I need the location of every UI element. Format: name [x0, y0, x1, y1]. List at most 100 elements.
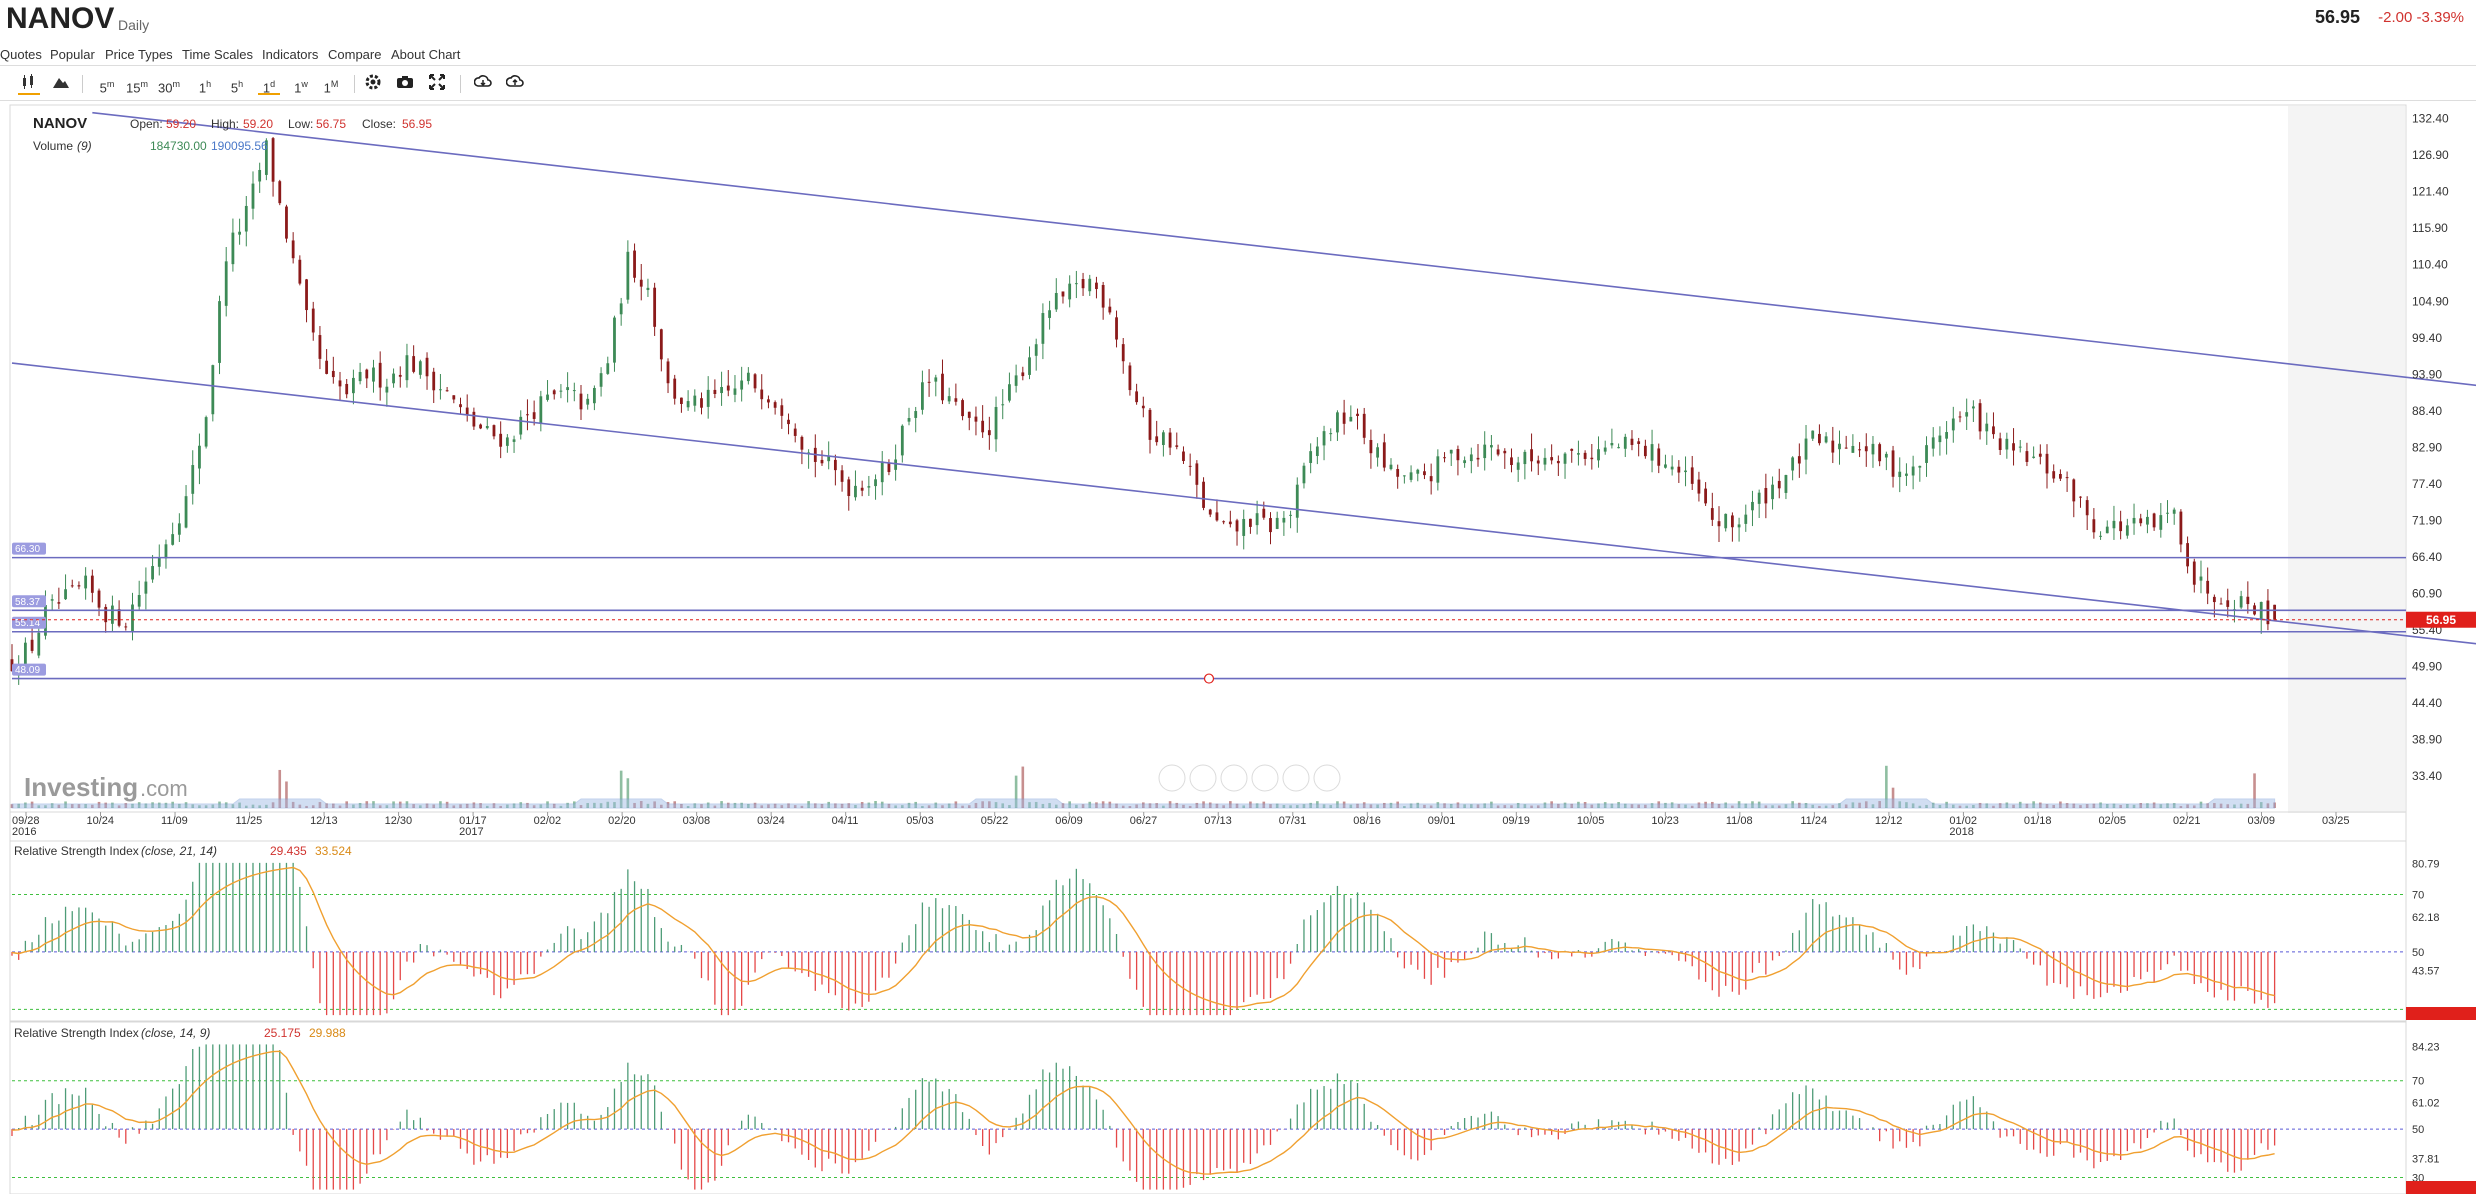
rsi-tick-label: 84.23 — [2412, 1041, 2440, 1053]
volume-bar — [1757, 801, 1761, 808]
volume-bar — [2139, 803, 2143, 808]
candle-body — [646, 287, 650, 291]
interval-5h-button[interactable]: 5h — [226, 73, 248, 95]
volume-bar — [318, 802, 322, 808]
candle-body — [1771, 484, 1774, 500]
mountain-icon[interactable] — [50, 73, 72, 95]
candle-body — [2092, 519, 2096, 533]
volume-bar — [1583, 802, 1587, 808]
price-tick-label: 77.40 — [2412, 477, 2442, 491]
interval-15m-button[interactable]: 15m — [126, 73, 148, 95]
candle-body — [2085, 500, 2089, 516]
candle-body — [2186, 543, 2189, 567]
candle-body — [164, 544, 168, 559]
candle-body — [2226, 600, 2230, 607]
interval-30m-button[interactable]: 30m — [158, 73, 180, 95]
rsi-value-tag — [2406, 1181, 2476, 1194]
volume-bar — [827, 801, 830, 808]
candle-body — [264, 140, 268, 175]
volume-bar — [1476, 804, 1480, 808]
chart-nav-controls — [1158, 764, 1341, 792]
volume-bar — [720, 801, 723, 808]
candle-body — [1295, 484, 1299, 518]
menu-indicators[interactable]: Indicators — [262, 47, 319, 62]
price-tick-label: 132.40 — [2412, 112, 2449, 126]
candle-body — [1717, 521, 1721, 527]
nav-end-button[interactable] — [1282, 764, 1310, 792]
volume-bar — [1657, 801, 1661, 808]
volume-bar — [218, 801, 221, 808]
volume-bar — [1155, 803, 1158, 808]
candle-body — [1081, 279, 1085, 289]
candle-body — [1362, 413, 1366, 438]
menu-popular[interactable]: Popular — [50, 47, 95, 62]
fullscreen-icon[interactable] — [426, 73, 448, 95]
interval-1d-button[interactable]: 1d — [258, 73, 280, 95]
volume-bar — [10, 804, 14, 808]
interval-1M-button[interactable]: 1M — [320, 73, 342, 95]
candle-body — [1797, 456, 1801, 464]
candle-body — [1202, 481, 1205, 508]
candle-body — [2159, 515, 2163, 530]
candle-body — [171, 534, 175, 545]
nav-zoom-reset-button[interactable] — [1220, 764, 1248, 792]
candle-body — [1429, 476, 1433, 482]
volume-bar — [907, 802, 911, 808]
volume-bar — [244, 805, 248, 808]
gear-icon[interactable] — [362, 73, 384, 95]
volume-bar — [747, 803, 750, 808]
candle-body — [606, 363, 610, 374]
menu-compare[interactable]: Compare — [328, 47, 382, 62]
candle-body — [124, 626, 128, 628]
candle-body — [860, 487, 864, 491]
candle-body — [1670, 466, 1674, 470]
nav-right-button[interactable] — [1313, 764, 1341, 792]
volume-bar — [117, 805, 121, 808]
interval-1w-button[interactable]: 1w — [290, 73, 312, 95]
candle-body — [1315, 446, 1319, 456]
volume-bar — [1409, 803, 1413, 808]
volume-bar — [231, 804, 235, 808]
volume-bar — [1449, 803, 1453, 808]
upload-cloud-icon[interactable] — [504, 73, 526, 95]
nav-left-button[interactable] — [1158, 764, 1186, 792]
candle-body — [2099, 535, 2102, 537]
menu-about-chart[interactable]: About Chart — [391, 47, 461, 62]
candle-body — [224, 261, 228, 306]
volume-bar — [787, 803, 790, 808]
volume-bar — [921, 805, 924, 808]
price-tick-label: 49.90 — [2412, 660, 2442, 674]
volume-bar — [1222, 805, 1225, 808]
candle-body — [1704, 488, 1708, 504]
time-tick-label: 01/18 — [2024, 815, 2052, 827]
candle-body — [1382, 442, 1386, 468]
candle-body — [2025, 451, 2029, 462]
candle-body — [1583, 452, 1587, 459]
candle-body — [847, 479, 851, 497]
candle-body — [2132, 517, 2136, 524]
volume-bar — [1650, 803, 1654, 808]
candle-body — [392, 373, 395, 384]
candle-body — [358, 371, 362, 382]
candle-body — [1041, 313, 1045, 344]
candle-body — [1536, 460, 1540, 464]
download-cloud-icon[interactable] — [472, 73, 494, 95]
interval-5m-button[interactable]: 5m — [96, 73, 118, 95]
menu-quotes[interactable]: Quotes — [0, 47, 42, 62]
nav-zoom-in-button[interactable] — [1251, 764, 1279, 792]
nav-zoom-out-button[interactable] — [1189, 764, 1217, 792]
interval-1h-button[interactable]: 1h — [194, 73, 216, 95]
candle-body — [693, 395, 697, 406]
menu-price-types[interactable]: Price Types — [105, 47, 173, 62]
candle-body — [1289, 514, 1292, 516]
menu-time-scales[interactable]: Time Scales — [182, 47, 254, 62]
candles-icon[interactable] — [18, 73, 40, 95]
volume-bar — [1516, 802, 1520, 808]
volume-bar — [419, 805, 422, 808]
camera-icon[interactable] — [394, 73, 416, 95]
time-tick-label: 05/22 — [981, 815, 1009, 827]
volume-bar — [666, 802, 670, 808]
volume-bar — [1804, 803, 1808, 808]
volume-bar — [2032, 801, 2035, 808]
